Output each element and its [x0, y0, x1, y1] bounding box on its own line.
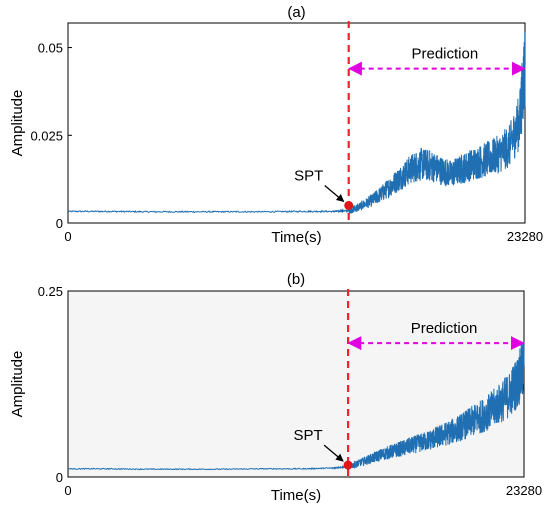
- spt-marker: [343, 460, 353, 470]
- chart-panel-b: (b) 0 0.25 0 23280 Time(s) Amplitude SPT Predict…: [9, 271, 542, 504]
- x-tick-label: 0: [64, 229, 71, 244]
- y-tick-label: 0: [56, 470, 63, 485]
- prediction-label: Prediction: [412, 46, 479, 63]
- x-tick-label: 0: [64, 483, 71, 498]
- y-tick-label: 0.05: [38, 41, 63, 56]
- spt-arrow: [324, 184, 345, 202]
- plot-area: [67, 290, 525, 478]
- spt-marker: [344, 200, 354, 210]
- x-axis-label: Time(s): [271, 487, 321, 504]
- y-axis-label: Amplitude: [9, 351, 26, 418]
- y-tick-label: 0.025: [30, 128, 63, 143]
- chart-panel-a: (a) 0 0.025 0.05 0 23280 Time(s) Amplitude SPT Pr…: [9, 4, 543, 246]
- y-tick-label: 0.25: [38, 284, 63, 299]
- x-tick-label: 23280: [506, 483, 542, 498]
- data-series-line: [67, 32, 526, 214]
- chart-title: (a): [287, 4, 305, 21]
- prediction-label: Prediction: [411, 320, 478, 337]
- y-tick-label: 0: [56, 216, 63, 231]
- plot-area: [67, 22, 526, 224]
- spt-label: SPT: [294, 427, 323, 444]
- spt-arrow: [323, 444, 344, 462]
- data-series-line: [67, 340, 525, 471]
- x-axis-label: Time(s): [271, 229, 321, 246]
- chart-title: (b): [287, 271, 305, 288]
- y-axis-label: Amplitude: [9, 90, 26, 157]
- spt-label: SPT: [294, 167, 323, 184]
- x-tick-label: 23280: [507, 229, 543, 244]
